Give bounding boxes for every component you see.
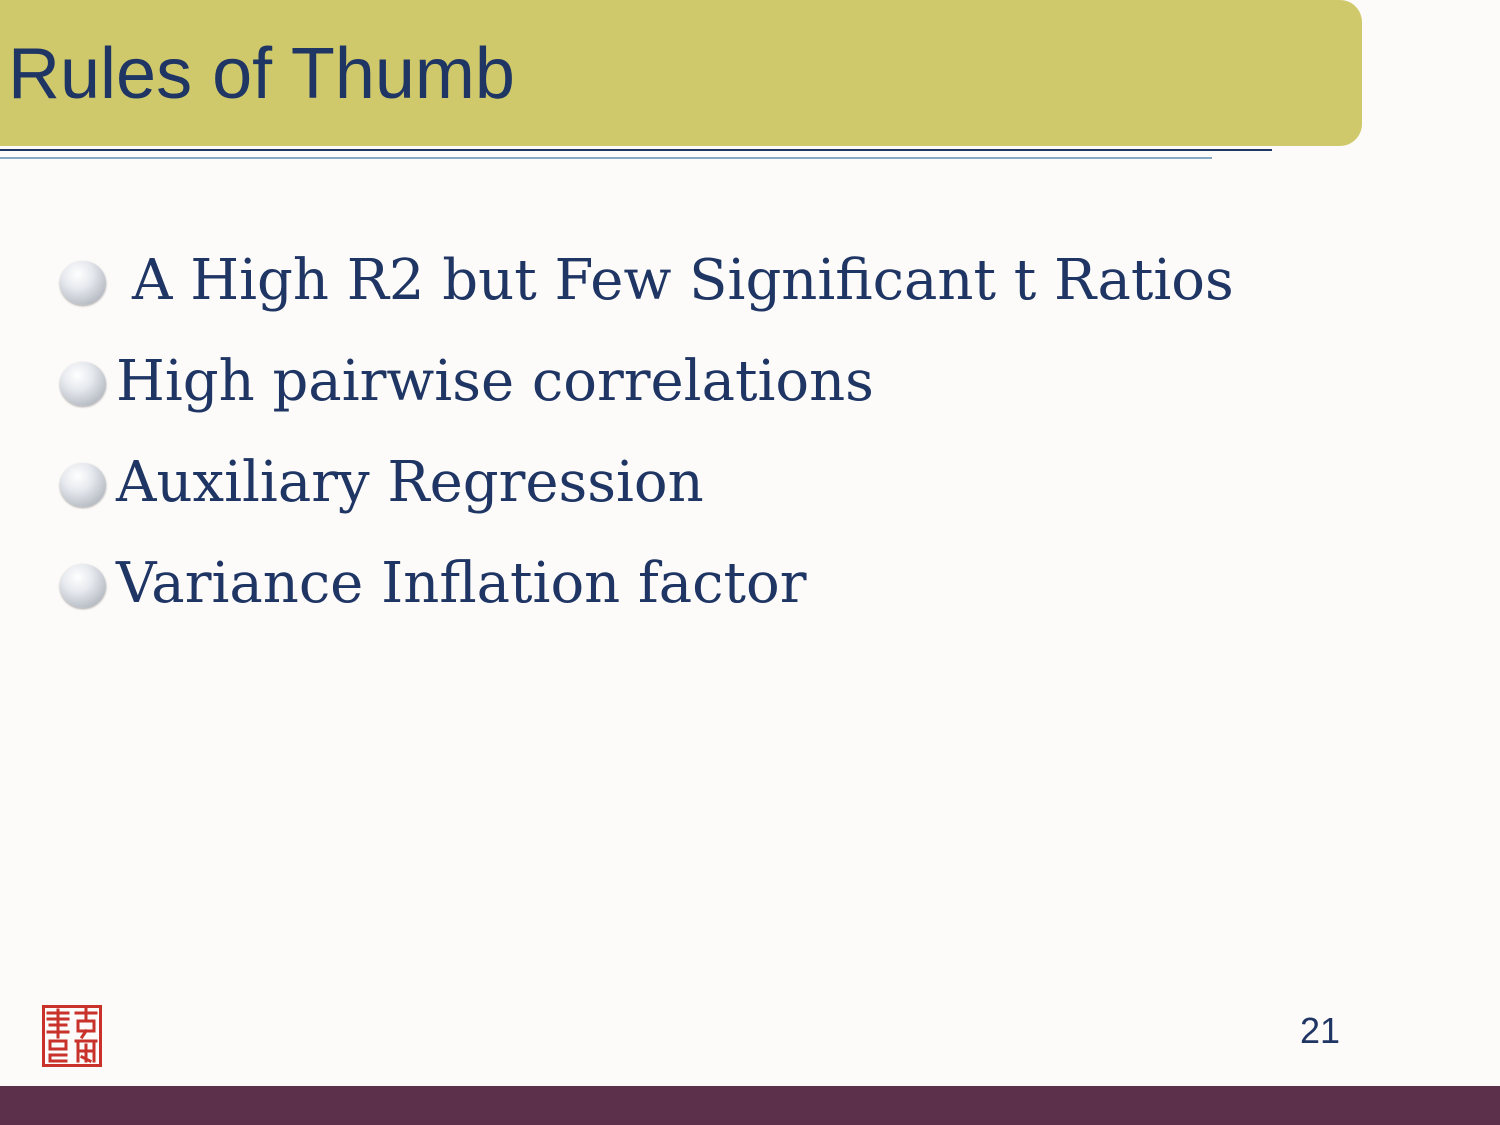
bullet-text: Auxiliary Regression	[116, 450, 704, 515]
title-divider-light	[0, 157, 1212, 159]
bullet-list: A High R2 but Few Significant t Ratios H…	[60, 230, 1234, 634]
sphere-bullet-icon	[60, 361, 106, 406]
bullet-item: A High R2 but Few Significant t Ratios	[60, 230, 1234, 331]
sphere-bullet-icon	[60, 563, 106, 608]
title-bar	[0, 0, 1362, 146]
slide-title: Rules of Thumb	[8, 34, 515, 114]
seal-logo-icon	[42, 1005, 102, 1067]
bullet-text: A High R2 but Few Significant t Ratios	[132, 248, 1234, 313]
bullet-text: Variance Inflation factor	[116, 551, 807, 616]
bullet-item: Auxiliary Regression	[60, 432, 1234, 533]
bullet-text: High pairwise correlations	[116, 349, 874, 414]
title-divider-dark	[0, 149, 1272, 151]
sphere-bullet-icon	[60, 260, 106, 305]
footer-bar	[0, 1086, 1500, 1125]
page-number: 21	[1300, 1010, 1341, 1051]
bullet-item: High pairwise correlations	[60, 331, 1234, 432]
sphere-bullet-icon	[60, 462, 106, 507]
bullet-item: Variance Inflation factor	[60, 533, 1234, 634]
